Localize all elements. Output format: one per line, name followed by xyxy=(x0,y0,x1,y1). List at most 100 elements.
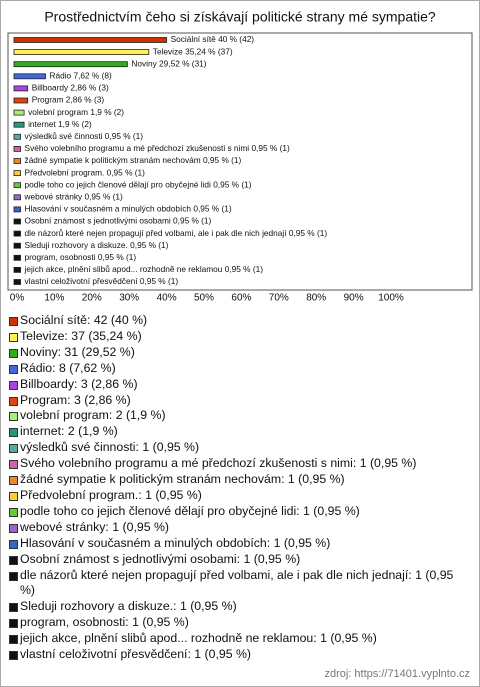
legend-item: výsledků své činnosti: 1 (0,95 %) xyxy=(8,440,470,456)
legend-item: jejich akce, plnění slibů apod... rozhod… xyxy=(8,631,470,647)
legend-label: Rádio: 8 (7,62 %) xyxy=(20,360,116,375)
legend-swatch xyxy=(9,444,18,454)
legend-swatch xyxy=(9,380,18,390)
legend-swatch xyxy=(9,523,18,533)
bar xyxy=(13,254,21,261)
legend-label: Program: 3 (2,86 %) xyxy=(20,392,131,407)
bar-label: webové stránky 0,95 % (1) xyxy=(24,191,123,201)
bar xyxy=(13,218,21,225)
legend-item: Osobní známost s jednotlivými osobami: 1… xyxy=(8,552,470,568)
bar-label: Sociální sítě 40 % (42) xyxy=(171,34,255,44)
legend-item: Svého volebního programu a mé předchozí … xyxy=(8,456,470,472)
legend-swatch xyxy=(9,507,18,517)
legend-label: program, osobnosti: 1 (0,95 %) xyxy=(20,615,189,630)
legend-label: výsledků své činnosti: 1 (0,95 %) xyxy=(20,440,200,455)
legend-swatch xyxy=(9,571,18,581)
legend-item: program, osobnosti: 1 (0,95 %) xyxy=(8,615,470,631)
bar xyxy=(13,61,128,68)
bar xyxy=(13,73,46,80)
bar xyxy=(13,170,21,177)
legend-item: Program: 3 (2,86 %) xyxy=(8,393,470,409)
legend-swatch xyxy=(9,317,18,326)
legend-swatch xyxy=(9,619,18,629)
legend-label: Svého volebního programu a mé předchozí … xyxy=(20,456,417,471)
bar xyxy=(13,109,25,116)
legend-label: Sociální sítě: 42 (40 %) xyxy=(20,313,148,327)
x-tick-label: 50% xyxy=(194,293,214,304)
bar xyxy=(13,266,21,273)
legend-label: jejich akce, plnění slibů apod... rozhod… xyxy=(20,631,377,646)
bar xyxy=(13,121,25,128)
bar-label: Předvolební program. 0,95 % (1) xyxy=(25,167,146,177)
legend-item: internet: 2 (1,9 %) xyxy=(8,424,470,440)
legend-label: volební program: 2 (1,9 %) xyxy=(20,408,166,423)
legend-item: vlastní celoživotní přesvědčení: 1 (0,95… xyxy=(8,647,470,663)
bar-label: Svého volebního programu a mé předchozí … xyxy=(25,143,290,153)
legend-label: podle toho co jejich členové dělají pro … xyxy=(20,503,360,518)
bar-label: dle názorů které nejen propagují před vo… xyxy=(25,228,328,238)
legend-item: Televize: 37 (35,24 %) xyxy=(8,329,470,345)
legend-item: webové stránky: 1 (0,95 %) xyxy=(8,520,470,536)
x-tick-label: 80% xyxy=(306,293,326,304)
legend-swatch xyxy=(9,396,18,406)
legend-swatch xyxy=(9,332,18,342)
bar xyxy=(13,194,21,201)
legend-item: volební program: 2 (1,9 %) xyxy=(8,408,470,424)
legend-label: internet: 2 (1,9 %) xyxy=(20,424,118,439)
bar-label: žádné sympatie k politickým stranám nech… xyxy=(25,155,242,165)
legend-label: webové stránky: 1 (0,95 %) xyxy=(20,519,169,534)
legend-label: Sleduji rozhovory a diskuze.: 1 (0,95 %) xyxy=(20,599,237,614)
legend-label: Osobní známost s jednotlivými osobami: 1… xyxy=(20,551,301,566)
bar-label: Noviny 29,52 % (31) xyxy=(131,58,206,68)
bar-label: výsledků své činnosti 0,95 % (1) xyxy=(25,131,144,141)
bar xyxy=(13,85,29,92)
x-tick-label: 0% xyxy=(10,293,25,304)
bar-label: Sleduji rozhovory a diskuze. 0,95 % (1) xyxy=(25,240,169,250)
legend-swatch xyxy=(9,364,18,374)
legend-label: Televize: 37 (35,24 %) xyxy=(20,328,142,343)
bar xyxy=(13,279,21,285)
bar-label: Billboardy 2,86 % (3) xyxy=(32,83,109,93)
legend: Sociální sítě: 42 (40 %) Televize: 37 (35… xyxy=(8,313,470,663)
legend-swatch xyxy=(9,491,18,501)
bar-label: Televize 35,24 % (37) xyxy=(153,46,233,56)
legend-swatch xyxy=(9,539,18,549)
legend-swatch xyxy=(9,348,18,358)
bar-label: Osobní známost s jednotlivými osobami 0,… xyxy=(25,216,212,226)
bar-label: Rádio 7,62 % (8) xyxy=(49,70,111,80)
bar xyxy=(13,182,21,189)
bar-label: internet 1,9 % (2) xyxy=(28,119,92,129)
bar xyxy=(13,97,29,104)
legend-swatch xyxy=(9,412,18,422)
x-tick-label: 30% xyxy=(119,293,139,304)
legend-item: Sleduji rozhovory a diskuze.: 1 (0,95 %) xyxy=(8,599,470,615)
chart: Prostřednictvím čeho si získávají politi… xyxy=(7,9,473,304)
legend-swatch xyxy=(9,476,18,486)
legend-item: Hlasování v současném a minulých obdobíc… xyxy=(8,536,470,552)
footer: zdroj: https://71401.vyplnto.cz xyxy=(324,668,470,680)
legend-item: Sociální sítě: 42 (40 %) xyxy=(8,313,470,329)
legend-swatch xyxy=(9,460,18,470)
x-tick-label: 20% xyxy=(82,293,102,304)
bar-label: vlastní celoživotní přesvědčení 0,95 % (… xyxy=(25,276,179,286)
bar-label: jejich akce, plnění slibů apod... rozhod… xyxy=(24,264,264,274)
x-tick-label: 40% xyxy=(157,293,177,304)
legend-item: dle názorů které nejen propagují před vo… xyxy=(8,568,470,600)
chart-title: Prostřednictvím čeho si získávají politi… xyxy=(44,9,436,25)
legend-label: žádné sympatie k politickým stranám nech… xyxy=(20,472,345,487)
legend-label: Předvolební program.: 1 (0,95 %) xyxy=(20,487,202,502)
legend-item: Noviny: 31 (29,52 %) xyxy=(8,345,470,361)
legend-item: Předvolební program.: 1 (0,95 %) xyxy=(8,488,470,504)
legend-swatch xyxy=(9,555,18,565)
bar-label: program, osobnosti 0,95 % (1) xyxy=(25,252,137,262)
bar xyxy=(13,206,21,213)
x-tick-label: 10% xyxy=(44,293,64,304)
bar-label: volební program 1,9 % (2) xyxy=(28,107,124,117)
x-tick-label: 90% xyxy=(344,293,364,304)
bar-label: Hlasování v současném a minulých obdobíc… xyxy=(25,204,232,214)
legend-label: vlastní celoživotní přesvědčení: 1 (0,95… xyxy=(20,647,252,662)
legend-item: žádné sympatie k politickým stranám nech… xyxy=(8,472,470,488)
bar xyxy=(13,37,168,43)
legend-label: Billboardy: 3 (2,86 %) xyxy=(20,376,138,391)
